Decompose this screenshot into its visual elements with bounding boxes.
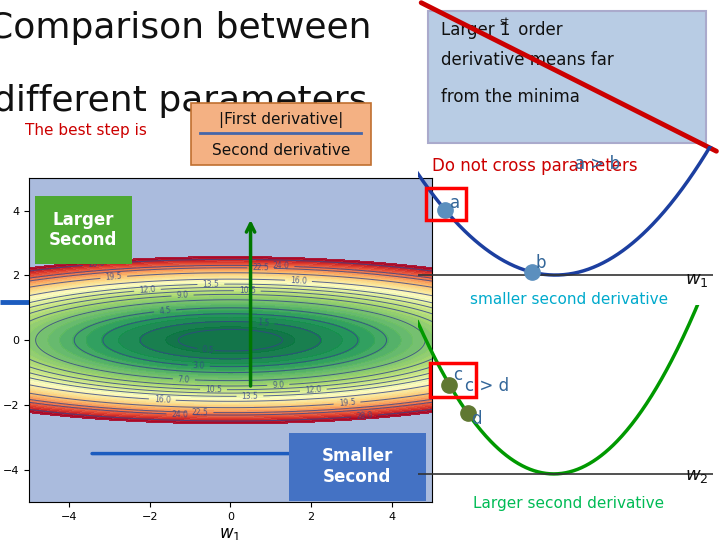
Text: 28.0: 28.0 bbox=[356, 411, 373, 421]
FancyBboxPatch shape bbox=[428, 11, 706, 143]
Text: 16.0: 16.0 bbox=[153, 395, 171, 404]
Text: d: d bbox=[471, 410, 482, 428]
Text: smaller second derivative: smaller second derivative bbox=[469, 292, 668, 307]
Text: c: c bbox=[453, 366, 462, 384]
Text: b: b bbox=[536, 254, 546, 272]
Text: c > d: c > d bbox=[465, 377, 510, 395]
Text: The best step is: The best step is bbox=[25, 124, 147, 138]
Text: $w_1$: $w_1$ bbox=[685, 271, 709, 289]
Text: 19.5: 19.5 bbox=[338, 398, 356, 408]
Text: 24.0: 24.0 bbox=[171, 409, 189, 419]
Text: 12.0: 12.0 bbox=[139, 285, 156, 295]
Text: Larger 1: Larger 1 bbox=[441, 21, 511, 38]
Text: 7.0: 7.0 bbox=[178, 375, 190, 384]
Text: 10.5: 10.5 bbox=[205, 385, 222, 394]
Text: 1.5: 1.5 bbox=[257, 318, 270, 328]
Text: a: a bbox=[450, 194, 460, 212]
Text: from the minima: from the minima bbox=[441, 88, 580, 106]
Text: 24.0: 24.0 bbox=[272, 261, 289, 271]
Text: 10.5: 10.5 bbox=[239, 286, 256, 295]
FancyBboxPatch shape bbox=[191, 103, 371, 165]
Bar bbox=[426, 188, 466, 220]
Text: derivative means far: derivative means far bbox=[441, 51, 614, 69]
Text: 28.0: 28.0 bbox=[88, 259, 105, 269]
Text: 22.5: 22.5 bbox=[252, 264, 269, 273]
Text: Do not cross parameters: Do not cross parameters bbox=[432, 157, 638, 174]
Text: st: st bbox=[499, 17, 508, 28]
Text: 13.5: 13.5 bbox=[202, 280, 220, 289]
Text: 22.5: 22.5 bbox=[192, 408, 209, 417]
Text: 12.0: 12.0 bbox=[305, 385, 322, 395]
Text: order: order bbox=[513, 21, 563, 38]
Text: Larger second derivative: Larger second derivative bbox=[473, 496, 665, 511]
Text: Smaller
Second: Smaller Second bbox=[322, 447, 393, 486]
Text: 13.5: 13.5 bbox=[241, 392, 258, 401]
FancyBboxPatch shape bbox=[35, 196, 132, 264]
Text: a > b: a > b bbox=[575, 155, 620, 173]
Text: Comparison between: Comparison between bbox=[0, 11, 372, 45]
Text: 9.0: 9.0 bbox=[272, 380, 284, 390]
Text: $w_2$: $w_2$ bbox=[685, 468, 708, 485]
Text: Second derivative: Second derivative bbox=[212, 143, 350, 158]
Text: Larger
Second: Larger Second bbox=[49, 211, 117, 249]
Text: 16.0: 16.0 bbox=[290, 276, 307, 286]
Text: different parameters: different parameters bbox=[0, 84, 367, 118]
Text: |First derivative|: |First derivative| bbox=[219, 112, 343, 128]
Text: 19.5: 19.5 bbox=[105, 272, 122, 282]
FancyBboxPatch shape bbox=[289, 433, 426, 501]
Text: 4.5: 4.5 bbox=[158, 306, 171, 316]
Text: 3.0: 3.0 bbox=[192, 361, 205, 370]
Text: 0.5: 0.5 bbox=[202, 345, 215, 355]
Text: 9.0: 9.0 bbox=[176, 291, 189, 300]
Bar bbox=[431, 363, 476, 397]
X-axis label: $w_1$: $w_1$ bbox=[220, 525, 241, 540]
